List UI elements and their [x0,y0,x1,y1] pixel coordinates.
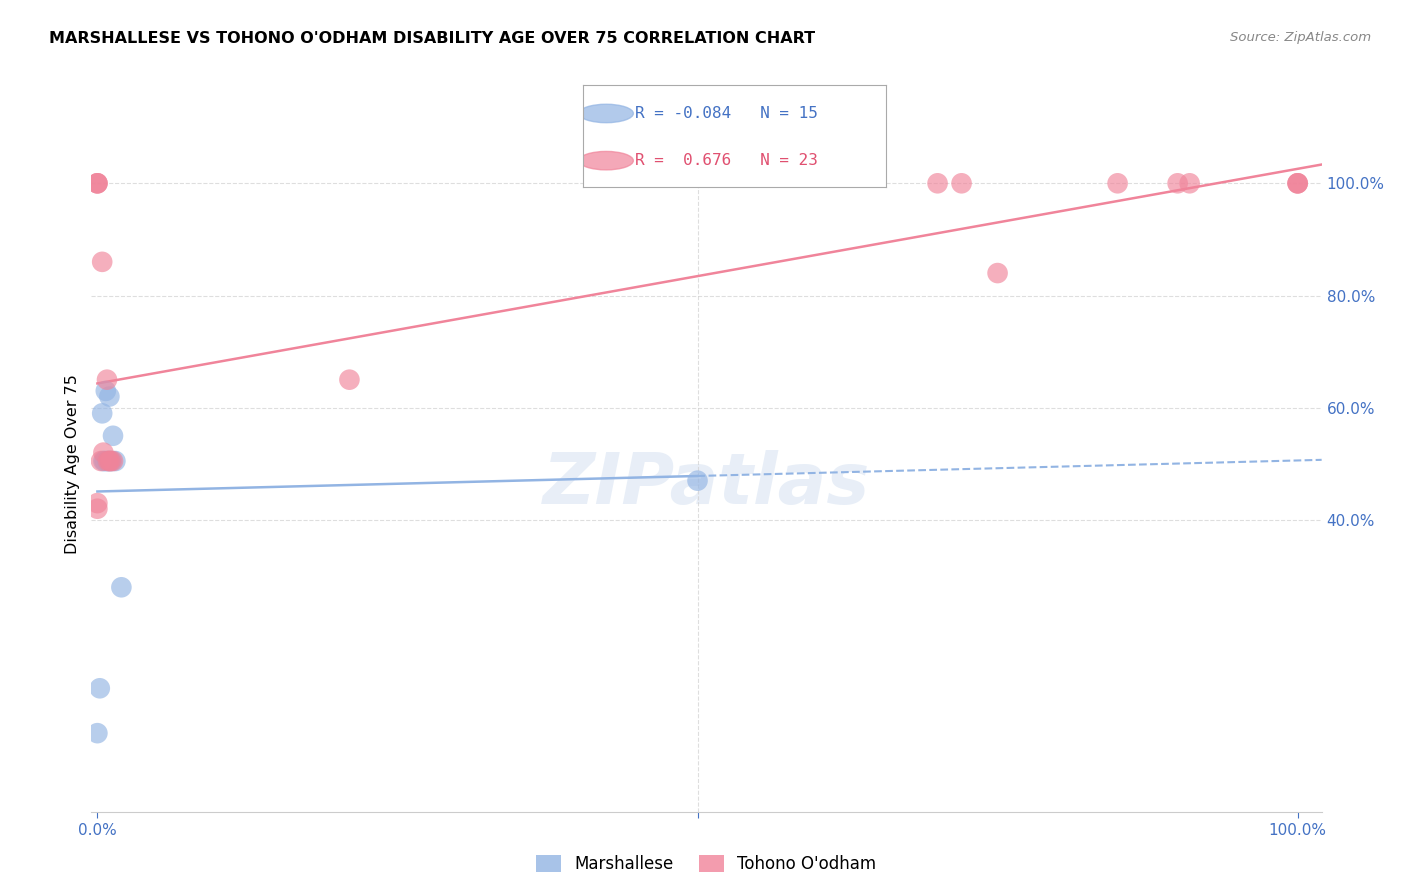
Circle shape [579,104,633,123]
Point [339,373,361,387]
Point [86,496,108,510]
Point [101,454,124,468]
Text: ZIPatlas: ZIPatlas [543,450,870,519]
Point [101,429,124,443]
Point [93,454,115,468]
Point [98,454,121,468]
Point [101,454,124,468]
Point [86,176,108,190]
Point [86,176,108,190]
Point [89,681,111,696]
Point [104,454,127,468]
Point [686,474,709,488]
Point [93,445,115,459]
Text: R = -0.084   N = 15: R = -0.084 N = 15 [636,106,818,121]
Point [93,454,115,468]
Point [91,255,114,269]
Point [86,176,108,190]
Point [98,390,121,404]
Point [1167,176,1189,190]
Point [97,454,120,468]
Point [86,501,108,516]
Text: MARSHALLESE VS TOHONO O'ODHAM DISABILITY AGE OVER 75 CORRELATION CHART: MARSHALLESE VS TOHONO O'ODHAM DISABILITY… [49,31,815,46]
Point [950,176,973,190]
Point [96,373,118,387]
Point [1178,176,1201,190]
Point [1286,176,1309,190]
Point [927,176,949,190]
Text: Source: ZipAtlas.com: Source: ZipAtlas.com [1230,31,1371,45]
Circle shape [579,152,633,169]
Text: R =  0.676   N = 23: R = 0.676 N = 23 [636,153,818,169]
Point [86,726,108,740]
Point [96,454,118,468]
Point [110,580,132,594]
Point [97,454,120,468]
Point [90,454,112,468]
Point [94,384,117,398]
Point [100,454,122,468]
Y-axis label: Disability Age Over 75: Disability Age Over 75 [65,374,80,554]
Legend: Marshallese, Tohono O'odham: Marshallese, Tohono O'odham [530,848,883,880]
Point [1107,176,1129,190]
Point [1286,176,1309,190]
Point [100,454,122,468]
Point [987,266,1010,280]
Point [91,406,114,420]
Point [1286,176,1309,190]
